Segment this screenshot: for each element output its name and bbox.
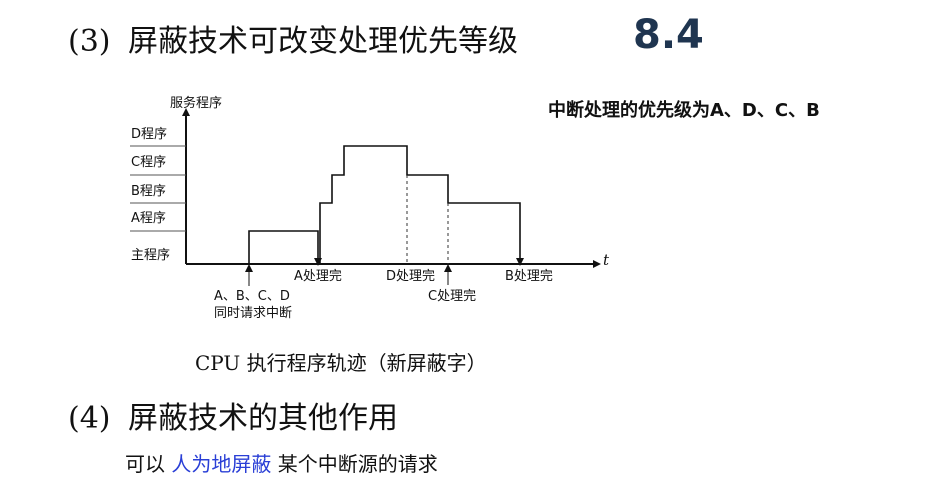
event-d-done: D处理完 (386, 269, 435, 284)
heading-4-number: (4) (68, 401, 111, 436)
heading-3: (3) 屏蔽技术可改变处理优先等级 (68, 16, 518, 60)
body-text: 可以 人为地屏蔽 某个中断源的请求 (125, 448, 438, 477)
trace-bcd-service (319, 145, 521, 264)
x-axis-label: t (603, 251, 610, 269)
event-c-done: C处理完 (428, 289, 476, 304)
heading-3-text: 屏蔽技术可改变处理优先等级 (128, 24, 519, 59)
event-a-done: A处理完 (294, 269, 342, 284)
body-highlight: 人为地屏蔽 (171, 452, 272, 476)
level-label-a: A程序 (131, 211, 166, 226)
diagram-caption: CPU 执行程序轨迹（新屏蔽字） (195, 351, 487, 375)
event-b-done: B处理完 (505, 269, 553, 284)
heading-3-number: (3) (68, 24, 111, 59)
event-request-line1: A、B、C、D (214, 289, 290, 304)
body-suffix: 某个中断源的请求 (271, 452, 438, 476)
heading-4-text: 屏蔽技术的其他作用 (128, 401, 399, 436)
heading-4: (4) 屏蔽技术的其他作用 (68, 393, 398, 437)
event-request-line2: 同时请求中断 (214, 306, 292, 321)
level-label-c: C程序 (131, 155, 166, 170)
level-label-main: 主程序 (131, 248, 170, 263)
level-label-d: D程序 (131, 127, 167, 142)
section-number: 8.4 (633, 12, 704, 58)
priority-note: 中断处理的优先级为A、D、C、B (548, 100, 820, 121)
level-label-b: B程序 (131, 184, 166, 199)
trace-a-service (248, 230, 319, 264)
y-axis-label: 服务程序 (170, 95, 222, 111)
body-prefix: 可以 (125, 452, 172, 476)
